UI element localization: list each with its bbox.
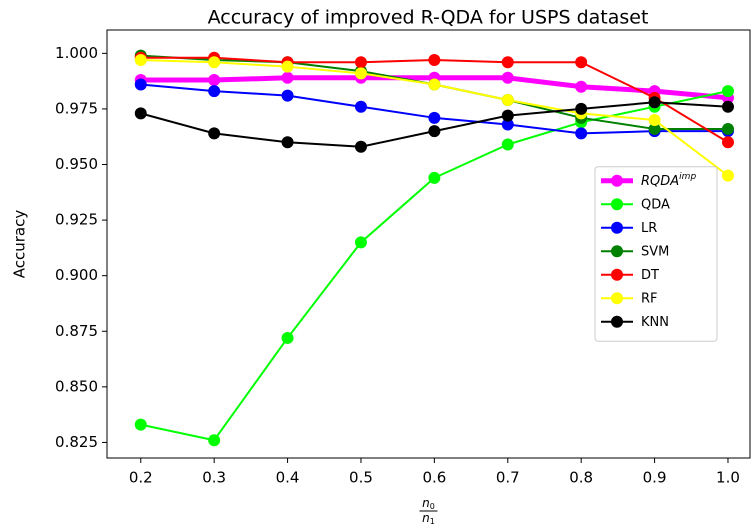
legend-label: RQDAimp [641, 171, 696, 188]
point [721, 169, 734, 182]
x-label-denominator: n1 [422, 511, 435, 526]
point [648, 114, 661, 127]
x-tick-label: 0.2 [129, 469, 153, 487]
point [354, 236, 367, 249]
legend-marker [611, 198, 623, 211]
x-tick-label: 0.6 [422, 469, 446, 487]
legend-marker [611, 174, 623, 187]
point [281, 331, 294, 344]
legend-marker [611, 268, 623, 281]
y-tick-label: 0.950 [55, 155, 98, 173]
legend-label: RF [641, 291, 658, 306]
point [208, 56, 221, 69]
point [134, 418, 147, 431]
legend-marker [611, 221, 623, 234]
x-tick-label: 0.7 [496, 469, 520, 487]
point [501, 138, 514, 151]
point [134, 78, 147, 91]
x-label-numerator: n0 [422, 496, 435, 511]
point [575, 127, 588, 140]
point [354, 67, 367, 80]
legend-label: SVM [641, 244, 669, 259]
point [354, 56, 367, 69]
point [648, 122, 661, 135]
x-tick-label: 0.8 [569, 469, 593, 487]
point [501, 71, 514, 84]
y-tick-label: 0.850 [55, 377, 98, 395]
point [354, 140, 367, 153]
point [134, 107, 147, 120]
y-tick-label: 1.000 [55, 44, 98, 62]
point [281, 71, 294, 84]
x-tick-label: 1.0 [716, 469, 740, 487]
point [428, 125, 441, 138]
y-tick-label: 0.975 [55, 99, 98, 117]
y-tick-label: 0.825 [55, 433, 98, 451]
legend-marker [611, 245, 623, 258]
point [428, 54, 441, 67]
legend-marker [611, 315, 623, 328]
point [648, 96, 661, 109]
chart-title: Accuracy of improved R-QDA for USPS data… [208, 7, 649, 29]
legend-label: DT [641, 267, 659, 282]
point [721, 136, 734, 149]
legend-marker [611, 292, 623, 305]
x-tick-label: 0.4 [276, 469, 300, 487]
point [208, 85, 221, 98]
plot-frame [106, 29, 751, 459]
point [501, 118, 514, 131]
y-tick-label: 0.875 [55, 322, 98, 340]
point [575, 80, 588, 93]
point [428, 78, 441, 91]
y-tick-label: 0.925 [55, 211, 98, 229]
x-tick-label: 0.5 [349, 469, 373, 487]
point [501, 94, 514, 107]
point [134, 54, 147, 67]
point [575, 56, 588, 69]
point [575, 102, 588, 115]
x-tick-label: 0.3 [202, 469, 226, 487]
point [281, 89, 294, 102]
point [208, 74, 221, 87]
point [501, 56, 514, 69]
point [501, 109, 514, 122]
point [281, 60, 294, 73]
point [354, 100, 367, 113]
legend-label: QDA [641, 197, 670, 212]
y-tick-label: 0.900 [55, 266, 98, 284]
point [208, 127, 221, 140]
point [721, 85, 734, 98]
point [208, 434, 221, 447]
point [428, 171, 441, 184]
legend-label: KNN [641, 314, 669, 329]
point [281, 136, 294, 149]
point [721, 100, 734, 113]
x-tick-label: 0.9 [643, 469, 667, 487]
legend-label: LR [641, 220, 657, 235]
point [428, 111, 441, 124]
y-axis-label: Accuracy [11, 210, 29, 279]
point [721, 122, 734, 135]
